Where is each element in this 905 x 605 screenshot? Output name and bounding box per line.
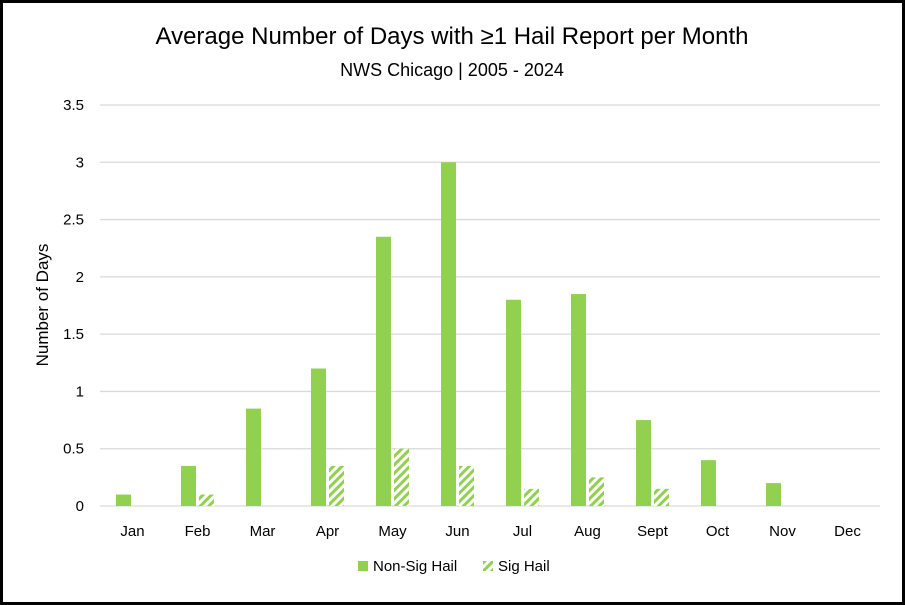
x-tick-label: Mar bbox=[250, 523, 276, 540]
chart-title: Average Number of Days with ≥1 Hail Repo… bbox=[156, 23, 749, 50]
x-tick-label: Jun bbox=[445, 523, 469, 540]
x-tick-label: Feb bbox=[185, 523, 211, 540]
chart-subtitle: NWS Chicago | 2005 - 2024 bbox=[340, 60, 564, 80]
bars bbox=[116, 162, 781, 507]
y-tick-label: 1.5 bbox=[63, 326, 84, 343]
x-tick-label: Dec bbox=[834, 523, 861, 540]
bar-sig-hail bbox=[329, 465, 344, 506]
x-tick-label: Oct bbox=[706, 523, 730, 540]
legend-swatch-sig-hail bbox=[483, 561, 493, 571]
bar-sig-hail bbox=[394, 448, 409, 506]
y-tick-label: 3.5 bbox=[63, 97, 84, 114]
bar-non-sig-hail bbox=[636, 420, 651, 506]
bar-non-sig-hail bbox=[441, 162, 456, 507]
y-tick-label: 0 bbox=[76, 498, 84, 515]
bar-sig-hail bbox=[654, 488, 669, 506]
bar-non-sig-hail bbox=[116, 494, 131, 506]
bar-sig-hail bbox=[459, 465, 474, 506]
x-tick-label: Apr bbox=[316, 523, 339, 540]
bar-non-sig-hail bbox=[311, 368, 326, 506]
bar-non-sig-hail bbox=[181, 465, 196, 506]
bar-non-sig-hail bbox=[246, 408, 261, 506]
bar-sig-hail bbox=[524, 488, 539, 506]
gridlines bbox=[100, 104, 880, 507]
x-tick-label: Aug bbox=[574, 523, 601, 540]
x-axis-ticks: Jan Feb Mar Apr May Jun Jul Aug Sept Oct Nov Dec bbox=[120, 523, 861, 540]
bar-non-sig-hail bbox=[571, 294, 586, 506]
x-tick-label: Jul bbox=[513, 523, 532, 540]
y-tick-label: 2 bbox=[76, 269, 84, 286]
y-tick-label: 0.5 bbox=[63, 441, 84, 458]
y-axis-ticks: 0 0.5 1 1.5 2 2.5 3 3.5 bbox=[63, 97, 84, 515]
x-tick-label: Jan bbox=[120, 523, 144, 540]
bar-non-sig-hail bbox=[506, 299, 521, 506]
bar-non-sig-hail bbox=[376, 236, 391, 506]
x-tick-label: Nov bbox=[769, 523, 796, 540]
legend: Non-Sig Hail Sig Hail bbox=[358, 558, 550, 575]
legend-label-non-sig-hail: Non-Sig Hail bbox=[373, 558, 457, 575]
y-tick-label: 2.5 bbox=[63, 212, 84, 229]
x-tick-label: May bbox=[378, 523, 407, 540]
bar-sig-hail bbox=[589, 477, 604, 506]
y-axis-label: Number of Days bbox=[33, 244, 52, 367]
y-tick-label: 3 bbox=[76, 154, 84, 171]
legend-label-sig-hail: Sig Hail bbox=[498, 558, 550, 575]
legend-swatch-non-sig-hail bbox=[358, 561, 368, 571]
bar-non-sig-hail bbox=[766, 483, 781, 506]
x-tick-label: Sept bbox=[637, 523, 669, 540]
bar-non-sig-hail bbox=[701, 460, 716, 506]
bar-sig-hail bbox=[199, 494, 214, 506]
y-tick-label: 1 bbox=[76, 383, 84, 400]
